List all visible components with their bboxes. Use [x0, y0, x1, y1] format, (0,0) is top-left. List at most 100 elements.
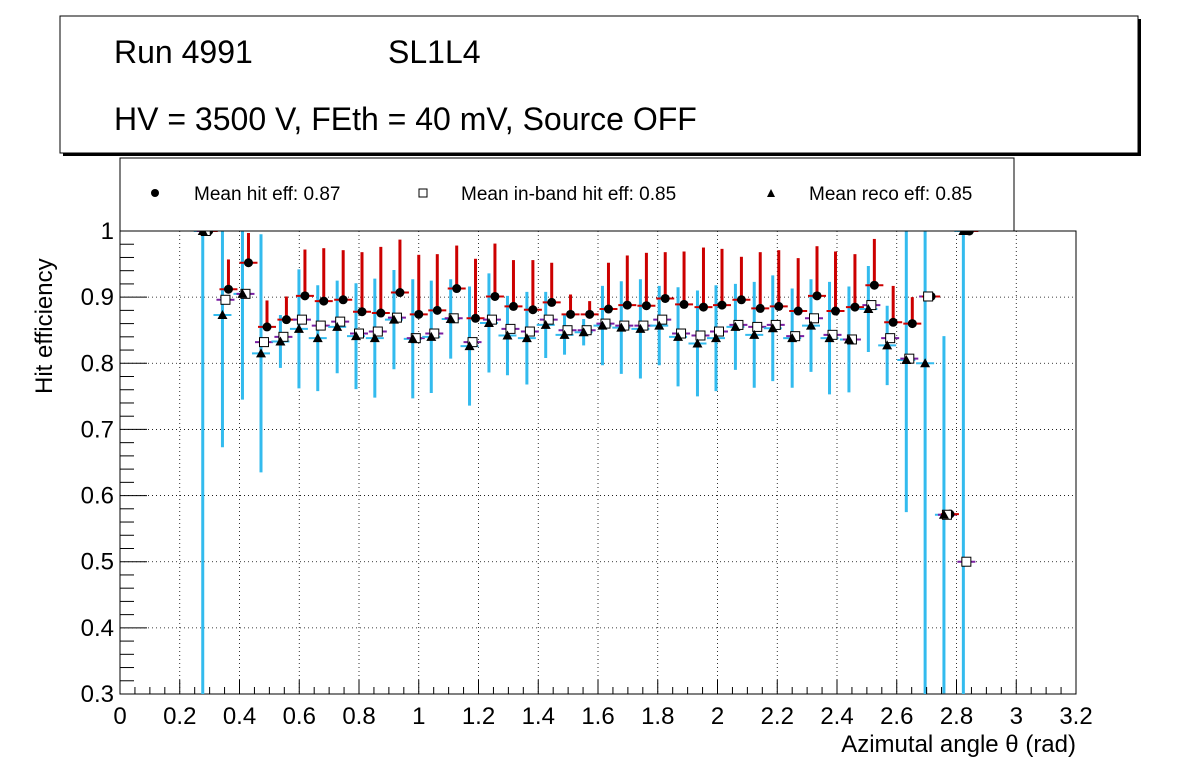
- hit-point: [793, 306, 803, 316]
- reco-point: [710, 333, 721, 343]
- y-tick-label: 1: [101, 218, 114, 245]
- reco-point: [578, 327, 589, 337]
- reco-point: [863, 304, 874, 314]
- x-tick-label: 0.6: [283, 703, 316, 730]
- hit-point: [850, 302, 860, 312]
- hit-point: [622, 300, 632, 310]
- reco-point: [426, 331, 437, 341]
- inband-point: [961, 556, 972, 567]
- hit-point: [338, 295, 348, 305]
- hit-point: [300, 291, 310, 301]
- reco-point: [882, 340, 893, 350]
- hit-point: [243, 258, 253, 268]
- y-tick-label: 0.8: [81, 350, 114, 377]
- legend-box: [119, 157, 1015, 232]
- title-box: [59, 15, 1139, 154]
- inband-point: [808, 313, 819, 324]
- inband-point: [220, 294, 231, 305]
- hit-point: [641, 301, 651, 311]
- x-tick-label: 1.8: [641, 703, 674, 730]
- hit-point: [736, 295, 746, 305]
- hit-point: [547, 297, 557, 307]
- hit-point: [262, 322, 272, 332]
- y-tick-label: 0.5: [81, 549, 114, 576]
- reco-point: [483, 317, 494, 327]
- hit-point: [831, 306, 841, 316]
- inband-point: [315, 320, 326, 331]
- inband-point: [695, 330, 706, 341]
- reco-point: [332, 321, 343, 331]
- inband-point: [713, 326, 724, 337]
- title-layer: SL1L4: [388, 34, 481, 70]
- legend-inband-label: Mean in-band hit eff: 0.85: [461, 184, 676, 205]
- hit-point: [528, 305, 538, 315]
- inband-point: [923, 291, 934, 302]
- inband-point: [524, 326, 535, 337]
- hit-point: [490, 291, 500, 301]
- reco-point: [787, 333, 798, 343]
- reco-point: [197, 231, 208, 235]
- reco-point: [901, 354, 912, 364]
- y-tick-label: 0.4: [81, 615, 114, 642]
- reco-point: [388, 314, 399, 324]
- reco-point: [502, 330, 513, 340]
- reco-point: [312, 333, 323, 343]
- hit-point: [223, 284, 233, 294]
- hit-point: [907, 319, 917, 329]
- x-axis-label: Azimutal angle θ (rad): [841, 731, 1076, 758]
- legend-hit-marker: [151, 189, 159, 197]
- markers: [197, 231, 974, 567]
- x-tick-label: 3.2: [1059, 703, 1092, 730]
- hit-point: [566, 309, 576, 319]
- reco-point: [767, 323, 778, 333]
- inband-point: [258, 337, 269, 348]
- hit-point: [281, 315, 291, 325]
- reco-point: [958, 231, 969, 235]
- y-tick-label: 0.6: [81, 483, 114, 510]
- inband-point: [885, 333, 896, 344]
- hit-point: [585, 309, 595, 319]
- x-tick-label: 1: [412, 703, 425, 730]
- hit-point: [376, 308, 386, 318]
- hit-point: [357, 307, 367, 317]
- reco-point: [255, 348, 266, 358]
- inband-point: [505, 323, 516, 334]
- reco-point: [237, 288, 248, 298]
- legend-reco-label: Mean reco eff: 0.85: [809, 184, 972, 205]
- reco-point: [217, 310, 228, 320]
- x-tick-label: 1.6: [581, 703, 614, 730]
- reco-point: [673, 331, 684, 341]
- hit-point: [812, 291, 822, 301]
- hit-point: [869, 280, 879, 290]
- reco-point: [920, 358, 931, 368]
- x-tick-label: 2.6: [880, 703, 913, 730]
- reco-point: [843, 334, 854, 344]
- axes: 0 0.2 0.4 0.6 0.8 1 1.2 1.4 1.6 1.8 2 2.2 2.4 2.6 2.8 3…: [81, 218, 1093, 730]
- hit-point: [755, 303, 765, 313]
- hit-point: [888, 317, 898, 327]
- x-tick-label: 0.2: [163, 703, 196, 730]
- inband-point: [372, 326, 383, 337]
- reco-point: [275, 336, 286, 346]
- hit-point: [603, 304, 613, 314]
- x-tick-label: 1.4: [522, 703, 555, 730]
- hit-point: [432, 305, 442, 315]
- x-tick-label: 2.2: [761, 703, 794, 730]
- hit-point: [471, 313, 481, 323]
- inband-point: [752, 321, 763, 332]
- reco-point: [938, 509, 949, 519]
- reco-point: [559, 329, 570, 339]
- reco-point: [654, 320, 665, 330]
- reco-point: [540, 319, 551, 329]
- legend-reco-marker: [767, 189, 775, 197]
- reco-point: [293, 323, 304, 333]
- reco-point: [805, 320, 816, 330]
- inband-point: [335, 316, 346, 327]
- reco-point: [407, 333, 418, 343]
- reco-point: [730, 321, 741, 331]
- reco-point: [749, 329, 760, 339]
- inband-point: [296, 314, 307, 325]
- reco-point: [445, 313, 456, 323]
- legend-hit-label: Mean hit eff: 0.87: [194, 184, 340, 205]
